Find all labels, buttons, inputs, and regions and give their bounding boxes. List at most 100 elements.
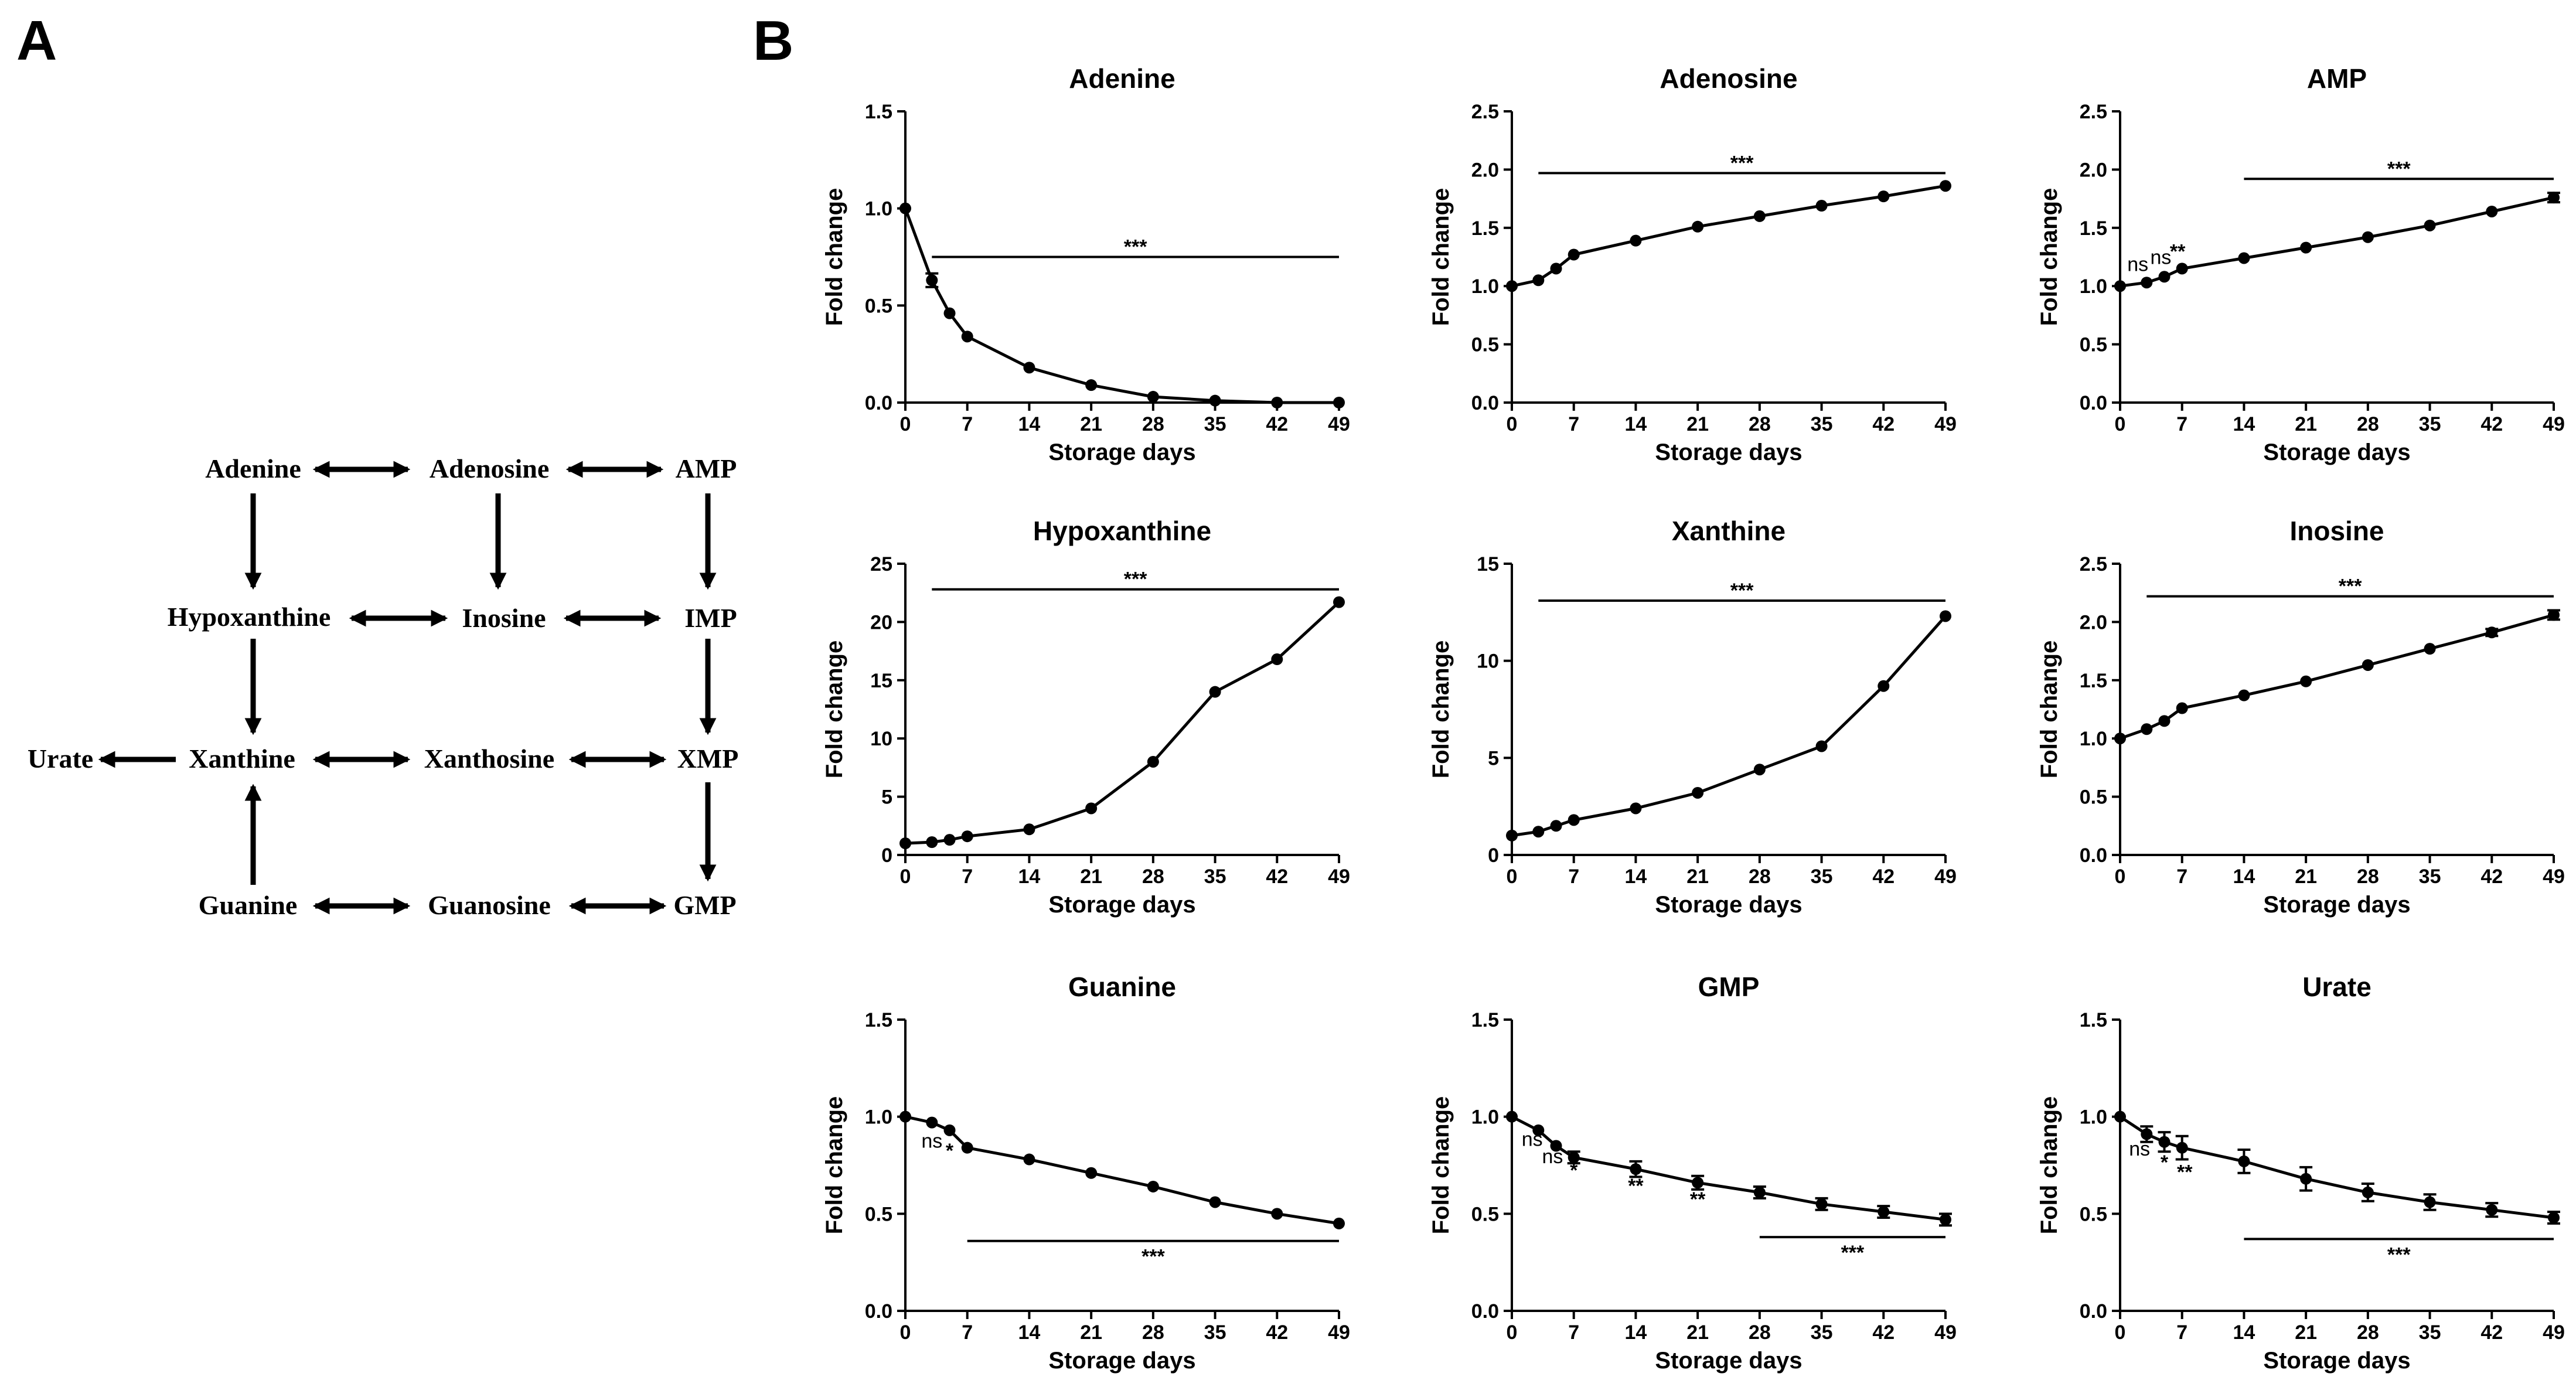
data-point (1692, 220, 1704, 233)
x-tick-label: 28 (1749, 866, 1771, 888)
chart-adenosine: Adenosine 0 7 14 21 28 35 42 49 0.0 0.5 1.0 1.5 2.0 2.… (1428, 63, 1957, 465)
data-point (2300, 1173, 2312, 1185)
data-point (2548, 192, 2560, 204)
data-point (2114, 280, 2126, 292)
x-tick-label: 14 (1018, 413, 1041, 435)
y-tick-label: 2.5 (1471, 101, 1499, 123)
x-tick-label: 49 (1328, 413, 1350, 435)
data-point (1147, 391, 1159, 403)
y-tick-label: 1.0 (1471, 1106, 1499, 1129)
data-point (2141, 1128, 2153, 1140)
data-point (1753, 764, 1766, 776)
significance-label: *** (1142, 1246, 1165, 1268)
x-tick-label: 7 (2176, 1321, 2187, 1344)
chart-title: Adenine (1069, 63, 1175, 94)
data-point (2158, 1136, 2170, 1148)
series-line (1511, 615, 1947, 837)
x-axis-label: Storage days (1048, 892, 1195, 918)
data-point (1333, 397, 1345, 408)
y-axis-label: Fold change (1428, 640, 1454, 779)
data-point (1085, 1167, 1098, 1179)
x-tick-label: 14 (1625, 866, 1647, 888)
data-point (1506, 1110, 1518, 1123)
x-tick-label: 42 (1266, 413, 1288, 435)
data-point (1506, 829, 1518, 841)
data-point (1550, 263, 1562, 275)
data-point (1209, 1196, 1221, 1208)
panel-label-b: B (753, 9, 793, 72)
x-tick-label: 35 (1811, 1321, 1833, 1344)
x-tick-label: 0 (2115, 413, 2126, 435)
x-axis-label: Storage days (1048, 1348, 1195, 1374)
data-point (1753, 1186, 1766, 1198)
chart-title: Guanine (1068, 972, 1176, 1002)
node-hypoxanthine: Hypoxanthine (168, 602, 331, 632)
x-tick-label: 49 (2543, 866, 2565, 888)
y-tick-label: 1.0 (865, 1106, 892, 1129)
data-point (1815, 200, 1828, 212)
y-tick-label: 0.5 (2080, 1203, 2107, 1225)
x-tick-label: 49 (1328, 1321, 1350, 1344)
y-tick-label: 1.5 (2080, 670, 2107, 692)
node-xanthine: Xanthine (189, 744, 295, 774)
significance-label: * (1570, 1159, 1578, 1181)
data-point (2141, 277, 2153, 289)
x-tick-label: 28 (1142, 413, 1164, 435)
y-tick-label: 0.0 (2080, 1300, 2107, 1323)
y-axis-label: Fold change (822, 640, 847, 779)
data-point (2158, 715, 2170, 727)
chart-title: Inosine (2289, 516, 2384, 546)
data-point (1692, 1177, 1704, 1189)
data-point (2362, 659, 2374, 671)
x-tick-label: 7 (2176, 866, 2187, 888)
x-tick-label: 49 (2543, 413, 2565, 435)
data-point (1815, 740, 1828, 752)
node-urate: Urate (28, 744, 93, 774)
y-tick-label: 1.5 (1471, 1009, 1499, 1031)
significance-label: ns (1522, 1128, 1543, 1150)
chart-title: Urate (2302, 972, 2371, 1002)
data-point (1878, 190, 1890, 203)
data-point (1532, 1124, 1545, 1136)
y-tick-label: 1.0 (1471, 275, 1499, 298)
data-point (926, 274, 938, 287)
data-point (1815, 1198, 1828, 1210)
node-adenosine: Adenosine (430, 454, 549, 483)
data-point (1532, 274, 1545, 287)
x-tick-label: 49 (1934, 413, 1957, 435)
y-tick-label: 0.5 (1471, 334, 1499, 356)
x-tick-label: 14 (2233, 1321, 2255, 1344)
x-tick-label: 0 (1507, 413, 1518, 435)
data-point (926, 836, 938, 849)
data-point (1940, 1214, 1951, 1226)
data-point (1085, 379, 1098, 391)
y-tick-label: 2.0 (2080, 611, 2107, 633)
x-tick-label: 35 (1811, 866, 1833, 888)
data-point (2362, 1186, 2374, 1198)
y-tick-label: 0.0 (865, 1300, 892, 1323)
x-axis-label: Storage days (2263, 1348, 2410, 1374)
x-tick-label: 35 (1204, 413, 1226, 435)
x-axis-label: Storage days (1655, 439, 1802, 465)
y-tick-label: 5 (1488, 747, 1499, 769)
significance-label: *** (2387, 1243, 2411, 1266)
y-tick-label: 1.5 (865, 1009, 892, 1031)
data-point (2548, 609, 2560, 621)
x-tick-label: 49 (2543, 1321, 2565, 1344)
y-tick-label: 15 (1477, 553, 1499, 575)
data-point (961, 330, 973, 343)
x-tick-label: 14 (2233, 413, 2255, 435)
y-axis-label: Fold change (1428, 1096, 1454, 1235)
chart-guanine: Guanine 0 7 14 21 28 35 42 49 0.0 0.5 1.0 1.5 Storage… (822, 972, 1350, 1374)
y-tick-label: 0.0 (1471, 1300, 1499, 1323)
data-point (1209, 686, 1221, 698)
node-xanthosine: Xanthosine (424, 744, 554, 774)
data-point (1209, 394, 1221, 407)
data-point (899, 837, 911, 850)
series-line (2119, 1115, 2554, 1219)
x-tick-label: 21 (1080, 1321, 1102, 1344)
y-axis-label: Fold change (1428, 188, 1454, 326)
data-point (2114, 1110, 2126, 1123)
node-guanine: Guanine (199, 890, 298, 920)
